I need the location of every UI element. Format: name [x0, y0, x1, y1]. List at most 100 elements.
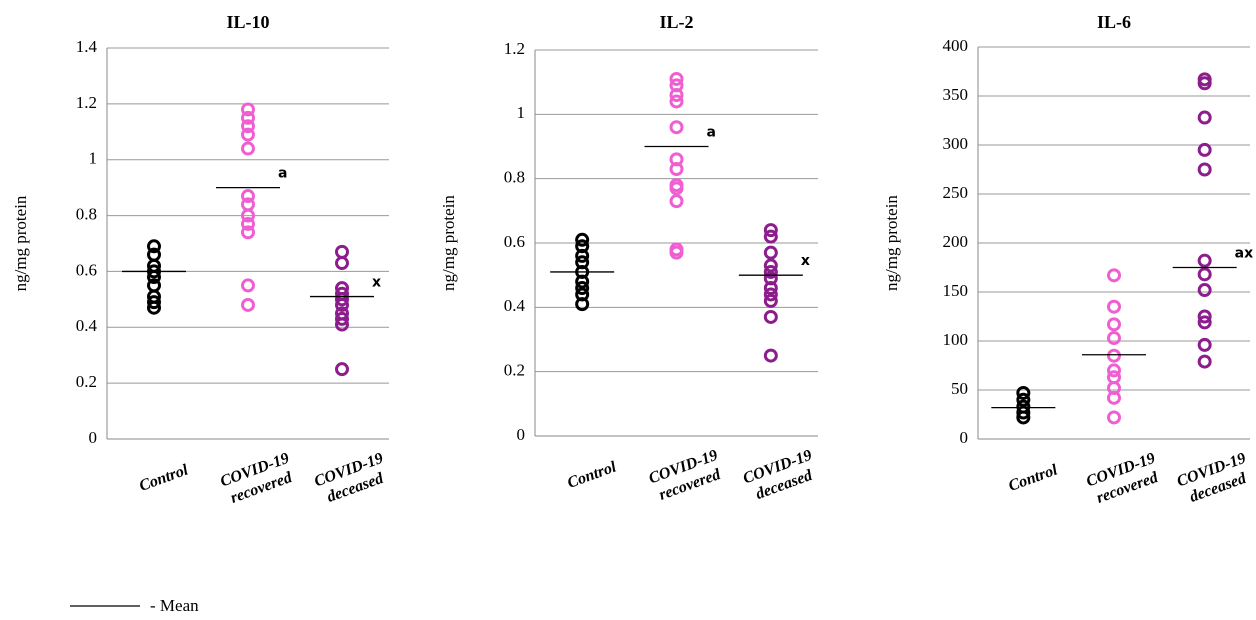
- data-point: [147, 300, 161, 315]
- data-point: [763, 258, 778, 273]
- data-point: [1197, 309, 1212, 324]
- data-point: [763, 223, 778, 238]
- y-tick-label: 250: [943, 183, 969, 202]
- data-point: [1016, 392, 1031, 407]
- data-point: [147, 295, 161, 310]
- data-point: [241, 225, 255, 240]
- data-point: [241, 189, 255, 204]
- y-tick-label: 400: [943, 36, 969, 55]
- data-point: [763, 309, 778, 324]
- data-point: [1107, 268, 1121, 283]
- data-point: [1197, 76, 1212, 91]
- x-tick-label: COVID-19recovered: [218, 449, 298, 507]
- data-point: [1197, 110, 1212, 125]
- y-tick-label: 0: [960, 428, 969, 447]
- data-point: [1107, 299, 1121, 314]
- y-axis-label: ng/mg protein: [439, 195, 458, 291]
- data-point: [335, 311, 349, 326]
- y-tick-label: 300: [943, 134, 969, 153]
- data-point: [335, 297, 349, 312]
- data-point: [241, 278, 255, 293]
- data-point: [1107, 317, 1121, 332]
- y-tick-label: 1.4: [76, 37, 98, 56]
- data-point: [763, 287, 778, 302]
- data-point: [669, 162, 684, 177]
- data-point: [1107, 410, 1121, 425]
- y-tick-label: 1: [517, 103, 526, 122]
- data-point: [1197, 142, 1212, 157]
- annotation: a: [707, 125, 716, 141]
- y-tick-label: 0.8: [504, 168, 525, 187]
- data-point: [241, 297, 255, 312]
- y-tick-label: 50: [951, 379, 968, 398]
- data-point: [1197, 162, 1212, 177]
- y-tick-label: 0: [517, 425, 526, 444]
- x-tick-label: Control: [137, 461, 191, 495]
- data-point: [241, 110, 255, 125]
- data-point: [575, 248, 590, 263]
- data-point: [1016, 410, 1031, 425]
- x-tick-label: COVID-19recovered: [646, 446, 726, 504]
- data-point: [241, 119, 255, 134]
- x-tick-label: Control: [565, 458, 619, 492]
- y-tick-label: 0: [89, 428, 98, 447]
- y-tick-label: 350: [943, 85, 969, 104]
- data-point: [575, 297, 590, 312]
- data-point: [763, 229, 778, 244]
- x-tick-label: COVID-19recovered: [1084, 449, 1164, 507]
- x-tick-label: COVID-19deceased: [312, 449, 392, 507]
- data-point: [1197, 315, 1212, 330]
- data-point: [241, 208, 255, 223]
- data-point: [669, 245, 684, 260]
- data-point: [241, 141, 255, 156]
- data-point: [669, 194, 684, 209]
- y-tick-label: 200: [943, 232, 969, 251]
- y-tick-label: 150: [943, 281, 969, 300]
- chart-title: IL-10: [226, 12, 269, 32]
- data-point: [241, 216, 255, 231]
- y-tick-label: 0.6: [76, 260, 97, 279]
- x-tick-label: Control: [1006, 461, 1060, 495]
- data-point: [575, 274, 590, 289]
- data-point: [669, 88, 684, 103]
- y-tick-label: 0.4: [504, 296, 526, 315]
- annotation: x: [372, 275, 381, 291]
- data-point: [1107, 348, 1121, 363]
- x-tick-label: COVID-19deceased: [1175, 449, 1255, 507]
- data-point: [763, 264, 778, 279]
- data-point: [335, 256, 349, 271]
- y-tick-label: 0.6: [504, 232, 525, 251]
- data-point: [763, 293, 778, 308]
- data-point: [1197, 267, 1212, 282]
- annotation: x: [801, 253, 810, 269]
- data-point: [575, 232, 590, 247]
- annotation: a: [278, 166, 287, 182]
- data-point: [1197, 337, 1212, 352]
- legend-label: - Mean: [150, 596, 199, 615]
- y-tick-label: 1.2: [76, 93, 97, 112]
- data-point: [763, 245, 778, 260]
- data-point: [1197, 253, 1212, 268]
- data-point: [669, 181, 684, 196]
- data-point: [335, 244, 349, 259]
- data-point: [669, 94, 684, 109]
- x-tick-label: COVID-19deceased: [741, 446, 821, 504]
- chart-title: IL-2: [659, 12, 693, 32]
- data-point: [1107, 390, 1121, 405]
- chart-title: IL-6: [1097, 12, 1131, 32]
- data-point: [763, 281, 778, 296]
- y-tick-label: 1.2: [504, 39, 525, 58]
- data-point: [1107, 331, 1121, 346]
- data-point: [1107, 363, 1121, 378]
- data-point: [1016, 385, 1031, 400]
- y-axis-label: ng/mg protein: [11, 195, 30, 291]
- annotation: ax: [1235, 246, 1253, 262]
- data-point: [1197, 354, 1212, 369]
- data-point: [763, 348, 778, 363]
- data-point: [147, 239, 161, 254]
- data-point: [335, 292, 349, 307]
- data-point: [575, 281, 590, 296]
- y-axis-label: ng/mg protein: [882, 195, 901, 291]
- y-tick-label: 0.4: [76, 316, 98, 335]
